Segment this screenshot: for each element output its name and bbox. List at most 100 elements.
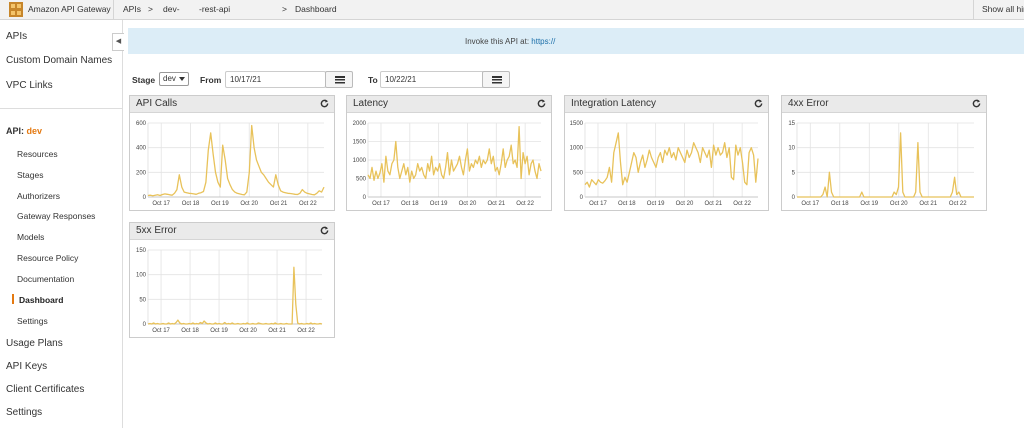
api-gateway-logo-icon[interactable] <box>9 2 23 17</box>
sidebar-item-settings[interactable]: Settings <box>17 316 48 326</box>
x-tick-label: Oct 17 <box>152 201 170 207</box>
sidebar-item-stages[interactable]: Stages <box>17 170 44 180</box>
divider <box>973 0 974 20</box>
refresh-icon[interactable] <box>320 226 329 235</box>
refresh-icon[interactable] <box>972 99 981 108</box>
collapse-sidebar-button[interactable]: ◀ <box>112 33 124 51</box>
calendar-icon <box>492 76 502 84</box>
sidebar-item-settings-global[interactable]: Settings <box>6 407 43 418</box>
calendar-icon <box>335 76 345 84</box>
x-tick-label: Oct 17 <box>372 201 390 207</box>
chart-plot-5xx-error: 0 50 100 150 Oct 17 Oct 18 Oct 19 Oct 20 Oct 21 O… <box>136 248 323 334</box>
series-line <box>147 266 323 325</box>
breadcrumb-api-prefix[interactable]: dev- <box>163 4 180 14</box>
stage-select[interactable]: dev <box>159 72 189 86</box>
y-tick-label: 1500 <box>570 121 584 127</box>
series-line <box>367 126 542 183</box>
y-tick-label: 0 <box>143 322 147 328</box>
sidebar-item-resource-policy[interactable]: Resource Policy <box>17 253 79 263</box>
to-date-input[interactable]: 10/22/21 <box>380 71 484 88</box>
x-tick-label: Oct 18 <box>182 201 200 207</box>
sidebar-item-vpc-links[interactable]: VPC Links <box>6 80 53 91</box>
sidebar-item-resources[interactable]: Resources <box>17 149 58 159</box>
x-tick-label: Oct 17 <box>152 328 170 334</box>
chart-header: Integration Latency <box>565 96 768 113</box>
stage-select-value: dev <box>163 74 176 83</box>
y-tick-label: 2000 <box>353 121 367 127</box>
sidebar-item-custom-domain-names[interactable]: Custom Domain Names <box>6 55 113 66</box>
api-stage-name[interactable]: dev <box>26 126 43 136</box>
y-tick-label: 0 <box>363 195 367 201</box>
y-tick-label: 5 <box>792 170 796 176</box>
breadcrumb-api-name[interactable]: -rest-api <box>199 4 231 14</box>
chevron-left-icon: ◀ <box>115 38 122 45</box>
stage-label: Stage <box>132 75 156 85</box>
chart-plot-latency: 0 500 1000 1500 2000 Oct 17 Oct 18 Oct 19 Oct 20… <box>353 121 542 207</box>
sidebar-item-models[interactable]: Models <box>17 232 45 242</box>
sidebar-item-dashboard[interactable]: Dashboard <box>19 295 64 305</box>
active-indicator <box>12 294 14 304</box>
y-tick-label: 150 <box>136 248 147 254</box>
api-prefix: API: <box>6 126 24 136</box>
sidebar-item-documentation[interactable]: Documentation <box>17 274 75 284</box>
sidebar-item-client-certificates[interactable]: Client Certificates <box>6 384 85 395</box>
breadcrumb-separator: > <box>148 4 153 14</box>
sidebar-item-usage-plans[interactable]: Usage Plans <box>6 338 63 349</box>
invoke-url-banner: Invoke this API at: https:// <box>128 28 1024 54</box>
y-tick-label: 1500 <box>353 140 367 146</box>
x-tick-label: Oct 17 <box>589 201 607 207</box>
x-tick-label: Oct 18 <box>181 328 199 334</box>
sidebar-item-api-keys[interactable]: API Keys <box>6 361 48 372</box>
x-tick-label: Oct 20 <box>459 201 477 207</box>
show-all-hints-link[interactable]: Show all hin <box>982 4 1024 14</box>
chart-title: 5xx Error <box>136 225 177 236</box>
x-tick-label: Oct 21 <box>704 201 722 207</box>
breadcrumb-apis[interactable]: APIs <box>123 4 141 14</box>
breadcrumb-separator: > <box>282 4 287 14</box>
refresh-icon[interactable] <box>320 99 329 108</box>
to-label: To <box>368 75 378 85</box>
x-tick-label: Oct 22 <box>949 201 967 207</box>
x-tick-label: Oct 22 <box>297 328 315 334</box>
chart-title: 4xx Error <box>788 98 829 109</box>
x-tick-label: Oct 21 <box>270 201 288 207</box>
invoke-url-text: Invoke this API at: https:// <box>465 37 555 46</box>
chart-plot-api-calls: 0 200 400 600 Oct 17 Oct 18 Oct 19 Oct 20 Oct 21… <box>136 121 325 207</box>
y-tick-label: 100 <box>136 273 147 279</box>
y-tick-label: 400 <box>136 146 147 152</box>
refresh-icon[interactable] <box>754 99 763 108</box>
to-calendar-button[interactable] <box>482 71 510 88</box>
sidebar-item-gateway-responses[interactable]: Gateway Responses <box>17 211 96 221</box>
y-tick-label: 500 <box>356 177 367 183</box>
service-name[interactable]: Amazon API Gateway <box>28 4 111 14</box>
invoke-url-link[interactable]: https:// <box>531 37 556 46</box>
invoke-url-label: Invoke this API at: <box>465 37 530 46</box>
api-context-label: API: dev <box>6 126 42 136</box>
x-tick-label: Oct 20 <box>240 201 258 207</box>
x-tick-label: Oct 21 <box>919 201 937 207</box>
y-tick-label: 200 <box>136 170 147 176</box>
chart-plot-integration-latency: 0 500 1000 1500 Oct 17 Oct 18 Oct 19 Oct 20 Oct … <box>570 121 759 207</box>
y-tick-label: 50 <box>139 297 146 303</box>
chart-header: 5xx Error <box>130 223 334 240</box>
sidebar-item-authorizers[interactable]: Authorizers <box>17 191 60 201</box>
x-tick-label: Oct 18 <box>618 201 636 207</box>
x-tick-label: Oct 19 <box>210 328 228 334</box>
from-calendar-button[interactable] <box>325 71 353 88</box>
chart-header: Latency <box>347 96 551 113</box>
x-tick-label: Oct 22 <box>516 201 534 207</box>
chart-header: API Calls <box>130 96 334 113</box>
x-tick-label: Oct 19 <box>211 201 229 207</box>
chart-card-5xx-error: 5xx Error 0 50 100 150 Oct 17 Oct 18 Oct 19 Oct… <box>129 222 335 338</box>
sidebar-item-apis[interactable]: APIs <box>6 31 28 42</box>
series-line <box>797 132 974 198</box>
from-date-input[interactable]: 10/17/21 <box>225 71 326 88</box>
refresh-icon[interactable] <box>537 99 546 108</box>
y-tick-label: 1000 <box>570 146 584 152</box>
x-tick-label: Oct 19 <box>430 201 448 207</box>
from-label: From <box>200 75 222 85</box>
chart-plot-4xx-error: 0 5 10 15 Oct 17 Oct 18 Oct 19 Oct 20 Oct 21 Oct … <box>788 121 974 207</box>
y-tick-label: 15 <box>788 121 795 127</box>
chart-card-api-calls: API Calls 0 200 400 600 Oct 17 Oct 18 Oct 19 Oc… <box>129 95 335 211</box>
chevron-down-icon <box>179 77 185 81</box>
